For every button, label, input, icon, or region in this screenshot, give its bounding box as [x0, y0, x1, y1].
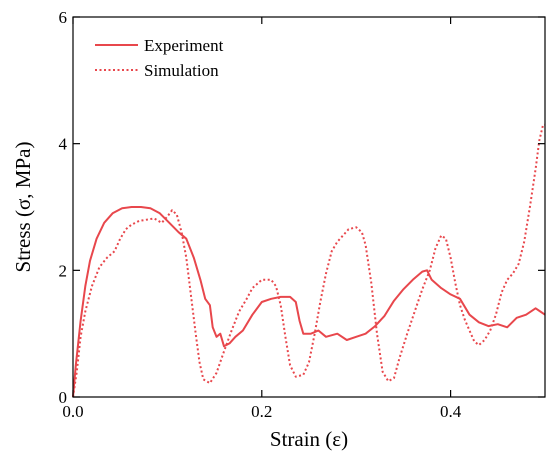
y-tick-label: 0 — [59, 388, 68, 407]
x-tick-label: 0.2 — [251, 402, 272, 421]
series-line-experiment — [72, 206, 546, 398]
x-tick-label: 0.0 — [62, 402, 83, 421]
y-axis-title: Stress (σ, MPa) — [11, 142, 35, 273]
ticks-layer: 0.0 0.2 0.4 0 2 4 6 — [59, 8, 545, 421]
series-line-simulation — [72, 123, 545, 398]
series-layer — [72, 123, 546, 398]
legend-label-simulation: Simulation — [144, 61, 219, 80]
y-tick-label: 4 — [59, 135, 68, 154]
y-tick-label: 2 — [59, 261, 68, 280]
x-tick-label: 0.4 — [440, 402, 462, 421]
plot-frame — [72, 16, 546, 398]
legend: Experiment Simulation — [95, 36, 224, 80]
y-tick-label: 6 — [59, 8, 68, 27]
x-axis-title: Strain (ε) — [270, 427, 348, 451]
plot-area: 0.0 0.2 0.4 0 2 4 6 — [59, 8, 546, 421]
legend-label-experiment: Experiment — [144, 36, 224, 55]
